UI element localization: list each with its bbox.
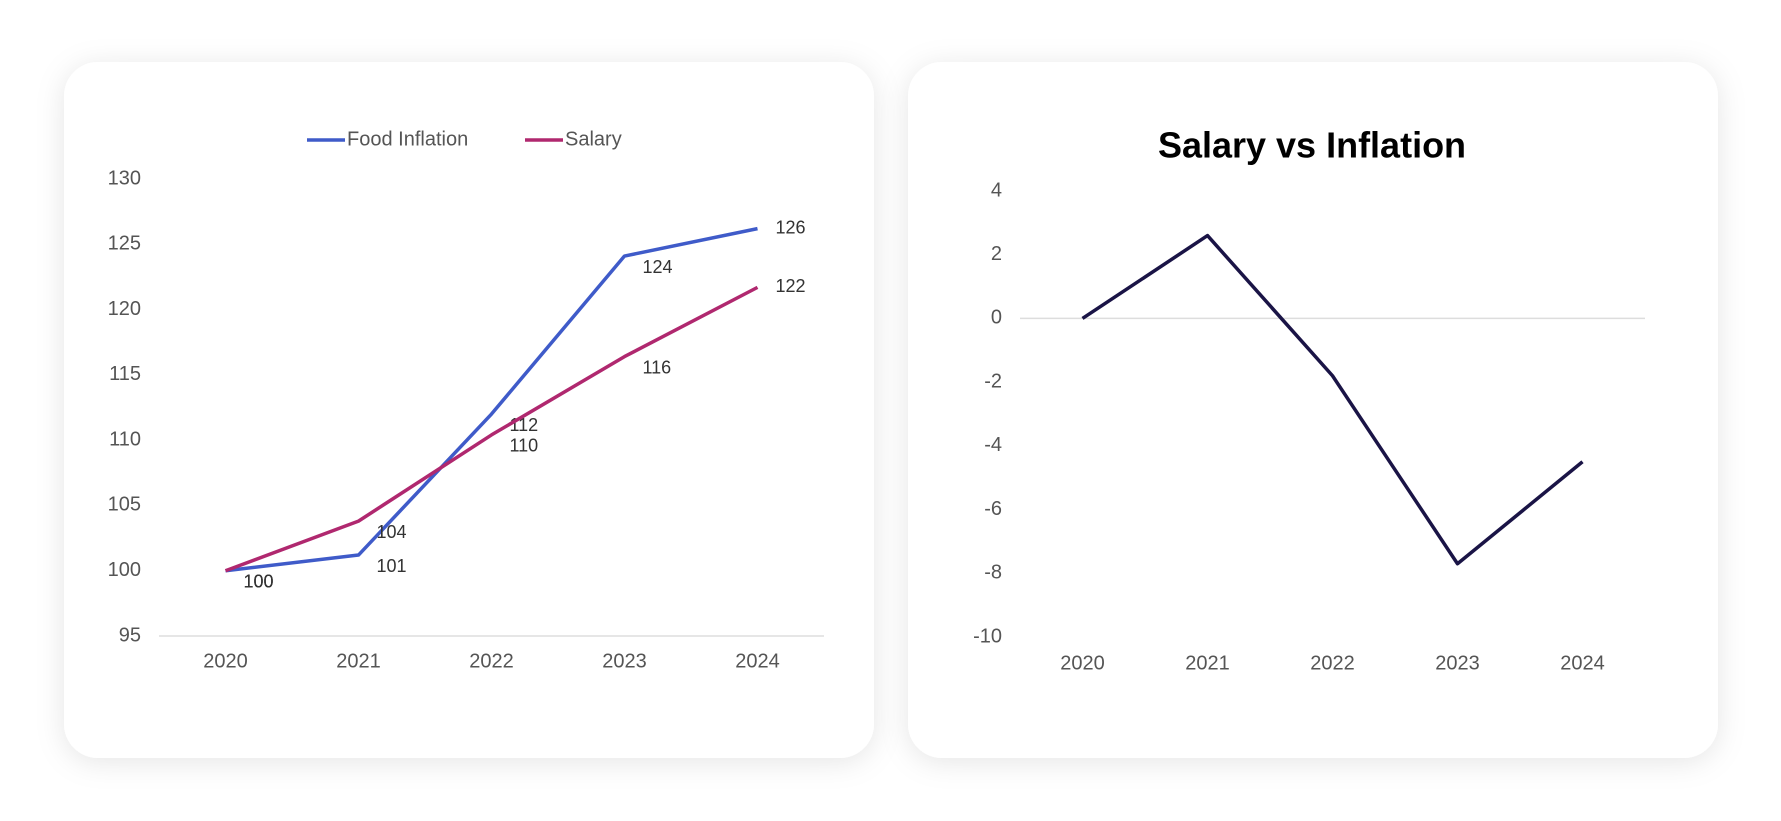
card	[908, 62, 1718, 758]
x-tick-label: 2020	[203, 650, 248, 672]
x-tick-label: 2022	[469, 650, 514, 672]
data-label: 126	[776, 217, 806, 237]
x-tick-label: 2021	[336, 650, 381, 672]
x-tick-label: 2024	[735, 650, 780, 672]
data-label: 116	[643, 357, 672, 377]
line	[224, 285, 759, 573]
x-tick-label: 2021	[1185, 652, 1230, 674]
y-tick-label: 4	[991, 179, 1002, 201]
y-tick-label: 105	[108, 494, 141, 516]
y-tick-label: 2	[991, 243, 1002, 265]
legend-label: Salary	[565, 128, 622, 150]
x-tick-label: 2020	[1060, 652, 1105, 674]
x-tick-label: 2022	[1310, 652, 1355, 674]
y-tick-label: 0	[991, 307, 1002, 329]
y-tick-label: -8	[984, 562, 1002, 584]
data-label: 122	[776, 276, 806, 296]
data-label: 104	[377, 522, 407, 542]
data-label: 100	[244, 571, 274, 591]
y-tick-label: 100	[108, 559, 141, 581]
x-tick-label: 2024	[1560, 652, 1605, 674]
x-tick-label: 2023	[1435, 652, 1480, 674]
y-tick-label: 110	[109, 428, 141, 450]
data-label: 100	[244, 571, 274, 591]
card	[64, 62, 874, 758]
y-tick-label: 125	[108, 233, 141, 255]
y-tick-label: 115	[109, 363, 141, 385]
y-tick-label: -6	[984, 498, 1002, 520]
y-tick-label: 130	[108, 167, 141, 189]
y-tick-label: 95	[119, 624, 141, 646]
y-tick-label: -2	[984, 370, 1002, 392]
y-tick-label: 120	[108, 298, 141, 320]
y-tick-label: -10	[973, 625, 1002, 647]
chart-title: Salary vs Inflation	[1158, 125, 1466, 166]
x-tick-label: 2023	[602, 650, 647, 672]
data-label: 124	[643, 257, 673, 277]
legend-label: Food Inflation	[347, 128, 468, 150]
data-label: 110	[510, 436, 539, 456]
data-label: 101	[377, 556, 407, 576]
line	[225, 226, 758, 573]
y-tick-label: -4	[984, 434, 1002, 456]
line	[1081, 233, 1584, 566]
